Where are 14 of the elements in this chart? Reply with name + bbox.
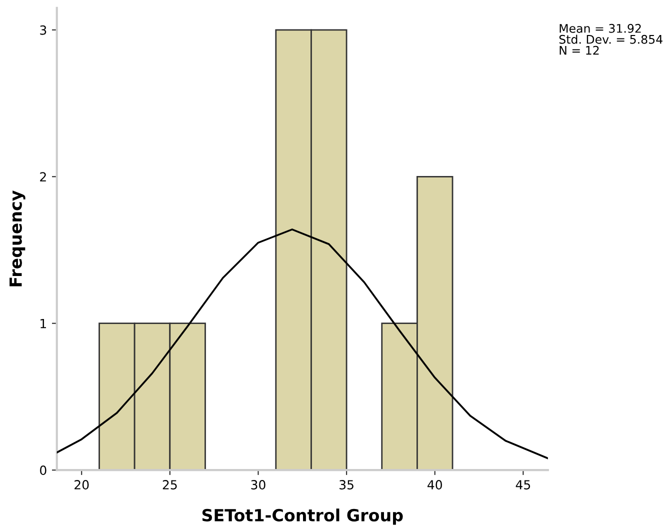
- x-tick-label: 25: [162, 480, 177, 490]
- y-tick-label: 0: [40, 466, 46, 476]
- y-axis-title: Frequency: [10, 190, 26, 286]
- x-tick-label: 35: [340, 480, 354, 490]
- x-tick-label: 30: [251, 480, 266, 490]
- x-tick-label: 20: [74, 480, 89, 490]
- line-series: [56, 228, 548, 460]
- y-tick-label: 1: [40, 318, 46, 328]
- x-tick-label: 45: [516, 480, 530, 490]
- x-tick-label: 40: [428, 480, 442, 490]
- text: Mean = 31.92 Std. Dev. = 5.854 N = 12: [559, 24, 662, 55]
- y-tick-label: 3: [40, 25, 46, 35]
- y-tick-label: 2: [40, 172, 46, 182]
- x-axis-title: SETot1-Control Group: [202, 508, 403, 525]
